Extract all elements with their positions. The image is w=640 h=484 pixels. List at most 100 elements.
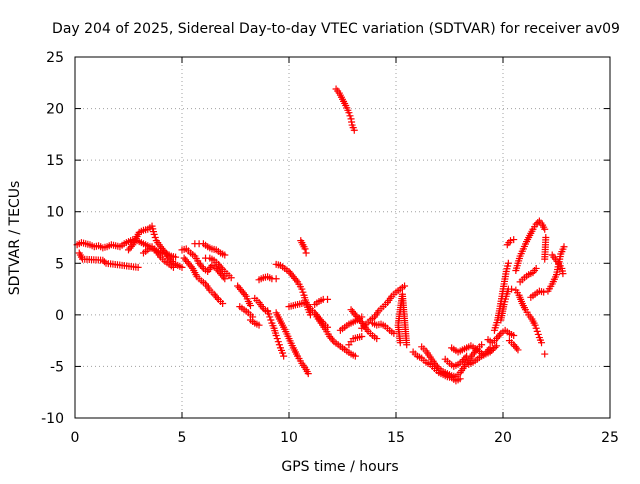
data-point-marker xyxy=(150,230,158,238)
data-point-marker xyxy=(486,344,494,352)
series-t36 xyxy=(503,236,518,249)
data-point-marker xyxy=(187,263,195,271)
axes: 0 5 10 15 20 25 -10 -5 0 5 10 15 20 25 xyxy=(41,50,619,446)
data-point-marker xyxy=(172,253,180,261)
data-point-marker xyxy=(513,344,521,352)
x-tick-label: 10 xyxy=(280,430,298,446)
data-point-marker xyxy=(169,263,177,271)
data-point-marker xyxy=(559,270,567,278)
data-point-marker xyxy=(266,313,274,321)
y-tick-label: 0 xyxy=(55,308,64,324)
data-point-marker xyxy=(99,256,107,264)
data-point-marker xyxy=(213,294,221,302)
data-point-marker xyxy=(127,242,135,250)
data-point-marker xyxy=(151,234,159,241)
data-point-marker xyxy=(221,275,229,283)
x-tick-label: 20 xyxy=(494,430,512,446)
series-t15 xyxy=(255,273,280,284)
x-tick-label: 25 xyxy=(601,430,619,446)
data-point-marker xyxy=(280,352,288,360)
data-point-marker xyxy=(217,264,225,272)
series-t18 xyxy=(297,237,310,257)
data-point-marker xyxy=(255,321,263,329)
data-point-marker xyxy=(219,300,227,308)
data-point-marker xyxy=(489,345,497,353)
series-t16 xyxy=(272,260,314,319)
data-point-marker xyxy=(358,333,366,341)
data-point-marker xyxy=(538,339,546,347)
series-t13 xyxy=(264,307,288,360)
series-t21 xyxy=(332,85,358,134)
series-t43 xyxy=(544,243,568,295)
x-tick-label: 5 xyxy=(178,430,187,446)
series-t37 xyxy=(505,337,522,354)
data-points xyxy=(73,85,568,385)
data-point-marker xyxy=(221,251,229,259)
data-point-marker xyxy=(495,331,503,339)
series-t38 xyxy=(512,217,549,275)
data-point-marker xyxy=(508,285,516,293)
data-point-marker xyxy=(373,335,381,343)
y-axis-label: SDTVAR / TECUs xyxy=(7,181,23,296)
data-point-marker xyxy=(298,285,306,293)
data-point-marker xyxy=(100,258,108,266)
data-point-marker xyxy=(531,321,539,329)
data-point-marker xyxy=(346,112,354,120)
series-t8 xyxy=(202,254,235,282)
data-point-marker xyxy=(403,341,411,349)
chart-title: Day 204 of 2025, Sidereal Day-to-day VTE… xyxy=(52,21,620,37)
data-point-marker xyxy=(264,307,272,315)
data-point-marker xyxy=(265,310,273,318)
data-point-marker xyxy=(241,291,249,299)
data-point-marker xyxy=(304,370,312,378)
y-tick-label: 25 xyxy=(46,50,64,66)
series-t44 xyxy=(548,251,567,278)
data-point-marker xyxy=(533,327,541,335)
series-t39 xyxy=(516,264,540,286)
data-point-marker xyxy=(302,249,310,257)
data-point-marker xyxy=(532,220,540,228)
y-tick-label: 10 xyxy=(46,205,64,221)
data-point-marker xyxy=(541,255,549,263)
data-point-marker xyxy=(541,225,549,233)
data-point-marker xyxy=(134,263,142,271)
grid-lines xyxy=(75,57,610,418)
series-t19 xyxy=(311,295,332,309)
data-point-marker xyxy=(461,354,469,362)
data-point-marker xyxy=(267,316,275,324)
data-point-marker xyxy=(246,302,254,310)
data-point-marker xyxy=(198,263,206,271)
series-t3 xyxy=(125,222,186,271)
series-t41 xyxy=(527,287,548,301)
data-point-marker xyxy=(292,276,300,284)
data-point-marker xyxy=(159,246,167,254)
series-t14 xyxy=(272,309,312,378)
data-point-marker xyxy=(345,109,353,117)
data-point-marker xyxy=(279,349,287,357)
data-point-marker xyxy=(541,350,549,358)
data-point-marker xyxy=(274,338,282,346)
y-tick-label: 20 xyxy=(46,102,64,118)
series-t32 xyxy=(465,344,494,368)
data-point-marker xyxy=(273,335,281,343)
data-point-marker xyxy=(219,273,227,281)
data-point-marker xyxy=(510,331,518,339)
series-t7 xyxy=(191,240,229,259)
series-t5 xyxy=(178,245,229,283)
data-point-marker xyxy=(401,282,409,290)
data-point-marker xyxy=(227,274,235,282)
data-point-marker xyxy=(485,346,493,354)
x-axis-label: GPS time / hours xyxy=(281,459,398,475)
series-t4 xyxy=(139,243,177,271)
data-point-marker xyxy=(350,126,358,134)
series-t24 xyxy=(358,282,409,332)
series-t30 xyxy=(441,352,471,370)
data-point-marker xyxy=(301,245,309,253)
data-point-marker xyxy=(506,237,514,245)
data-point-marker xyxy=(463,352,471,360)
series-t9 xyxy=(234,282,254,310)
series-t27 xyxy=(394,290,411,349)
data-point-marker xyxy=(433,363,441,371)
